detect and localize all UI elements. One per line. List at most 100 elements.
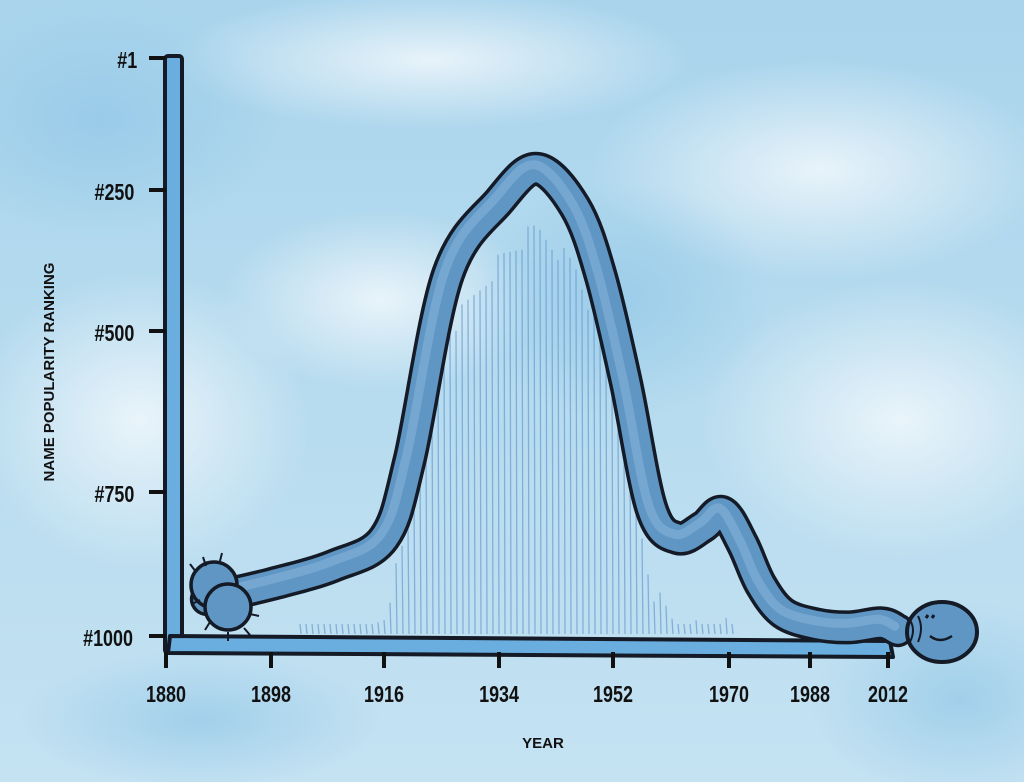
hatch-stroke — [551, 249, 554, 635]
hatch-stroke — [701, 623, 704, 635]
x-tick-label: 2012 — [868, 682, 908, 708]
hatch-stroke — [485, 285, 488, 635]
hatch-stroke — [629, 466, 632, 635]
x-tick-labels: 1880 1898 1916 1934 1952 1970 1988 2012 — [146, 682, 908, 708]
hatch-stroke — [593, 307, 596, 635]
hatch-stroke — [527, 226, 530, 635]
x-tick-label: 1880 — [146, 682, 186, 708]
hatch-stroke — [359, 623, 362, 635]
hatch-stroke — [395, 563, 398, 635]
hatch-stroke — [521, 249, 524, 635]
hatch-stroke — [467, 299, 470, 635]
hatch-stroke — [473, 295, 476, 635]
hatch-stroke — [611, 390, 614, 635]
worm-tail — [189, 552, 260, 641]
hatch-stroke — [413, 503, 416, 635]
hatch-stroke — [641, 538, 644, 635]
hatch-stroke — [581, 289, 584, 635]
y-tick-labels: #1 #250 #500 #750 #1000 — [83, 48, 137, 652]
hatch-stroke — [461, 304, 464, 635]
hatch-stroke — [557, 259, 560, 635]
hatch-stroke — [725, 617, 728, 635]
x-tick-label: 1898 — [251, 682, 291, 708]
hatch-stroke — [569, 257, 572, 635]
x-tick-label: 1970 — [709, 682, 749, 708]
hatch-stroke — [533, 225, 536, 635]
hatch-stroke — [329, 623, 332, 635]
hatch-stroke — [695, 620, 698, 635]
hatch-stroke — [719, 623, 722, 635]
hatch-stroke — [311, 623, 314, 635]
hatch-stroke — [437, 378, 440, 635]
hatch-stroke — [335, 623, 338, 635]
hatch-stroke — [575, 269, 578, 635]
hatch-stroke — [689, 623, 692, 635]
hatch-stroke — [635, 502, 638, 635]
hatch-stroke — [407, 528, 410, 635]
hatch-stroke — [647, 574, 650, 635]
hatch-stroke — [563, 247, 566, 635]
y-axis-bar — [163, 54, 184, 655]
hatch-stroke — [347, 623, 350, 635]
eyes-icon — [924, 614, 936, 619]
hatch-stroke — [389, 602, 392, 635]
hatch-stroke — [323, 623, 326, 635]
hatch-stroke — [419, 475, 422, 635]
x-axis-bar — [166, 634, 895, 659]
hatch-stroke — [623, 454, 626, 635]
hatch-stroke — [617, 422, 620, 635]
hatch-stroke — [653, 601, 656, 635]
hatch-stroke — [707, 623, 710, 635]
hatch-stroke — [353, 623, 356, 635]
hatch-stroke — [509, 251, 512, 635]
y-tick-label: #750 — [94, 482, 134, 508]
worm-highlight — [199, 160, 900, 631]
hatch-stroke — [731, 623, 734, 635]
hatch-stroke — [455, 330, 458, 635]
hatch-stroke — [479, 290, 482, 635]
hatch-stroke — [425, 450, 428, 635]
hatch-stroke — [305, 623, 308, 635]
y-tick-label: #1 — [117, 48, 137, 74]
hatch-stroke — [545, 239, 548, 635]
y-tick-label: #250 — [94, 180, 134, 206]
hatch-stroke — [443, 353, 446, 635]
worm-head — [905, 600, 979, 664]
hatch-stroke — [599, 327, 602, 635]
hatch-stroke — [605, 358, 608, 635]
hatch-stroke — [383, 620, 386, 635]
x-tick-label: 1934 — [479, 682, 519, 708]
hatch-stroke — [713, 623, 716, 635]
hatch-stroke — [431, 403, 434, 635]
hatch-stroke — [317, 623, 320, 635]
hatch-stroke — [677, 623, 680, 635]
hatch-stroke — [377, 622, 380, 635]
hatch-stroke — [659, 592, 662, 635]
x-tick-label: 1988 — [790, 682, 830, 708]
hatch-stroke — [371, 623, 374, 635]
hatch-stroke — [299, 623, 302, 635]
hatch-stroke — [683, 623, 686, 635]
hatch-stroke — [497, 254, 500, 635]
hatch-stroke — [491, 281, 494, 635]
hatch-stroke — [587, 309, 590, 635]
x-tick-label: 1952 — [593, 682, 633, 708]
hatched-area-under-curve — [299, 225, 734, 635]
worm-line-series — [189, 151, 915, 648]
y-tick-label: #500 — [94, 321, 134, 347]
hatch-stroke — [671, 618, 674, 635]
hatch-stroke — [665, 605, 668, 635]
hatch-stroke — [515, 250, 518, 635]
hatch-stroke — [365, 623, 368, 635]
x-axis-title: YEAR — [522, 735, 564, 752]
hatch-stroke — [539, 229, 542, 635]
x-tick-label: 1916 — [364, 682, 404, 708]
hatch-stroke — [401, 545, 404, 635]
y-tick-label: #1000 — [83, 626, 133, 652]
y-axis-title: NAME POPULARITY RANKING — [41, 263, 58, 482]
hatch-stroke — [503, 252, 506, 635]
hatch-stroke — [449, 335, 452, 635]
tick-marks — [149, 56, 890, 668]
